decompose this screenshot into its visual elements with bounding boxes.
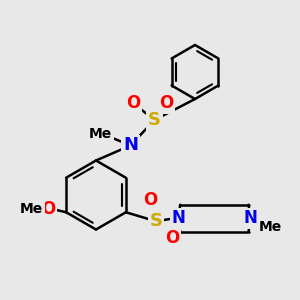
- Text: O: O: [159, 94, 174, 112]
- Text: N: N: [123, 136, 138, 154]
- Text: O: O: [126, 94, 141, 112]
- Text: O: O: [165, 229, 179, 247]
- Text: Me: Me: [20, 202, 43, 216]
- Text: S: S: [148, 111, 161, 129]
- Text: O: O: [143, 191, 157, 208]
- Text: N: N: [243, 209, 257, 227]
- Text: Me: Me: [89, 127, 112, 140]
- Text: N: N: [171, 209, 185, 227]
- Text: S: S: [149, 212, 162, 230]
- Text: O: O: [41, 200, 55, 218]
- Text: Me: Me: [258, 220, 281, 234]
